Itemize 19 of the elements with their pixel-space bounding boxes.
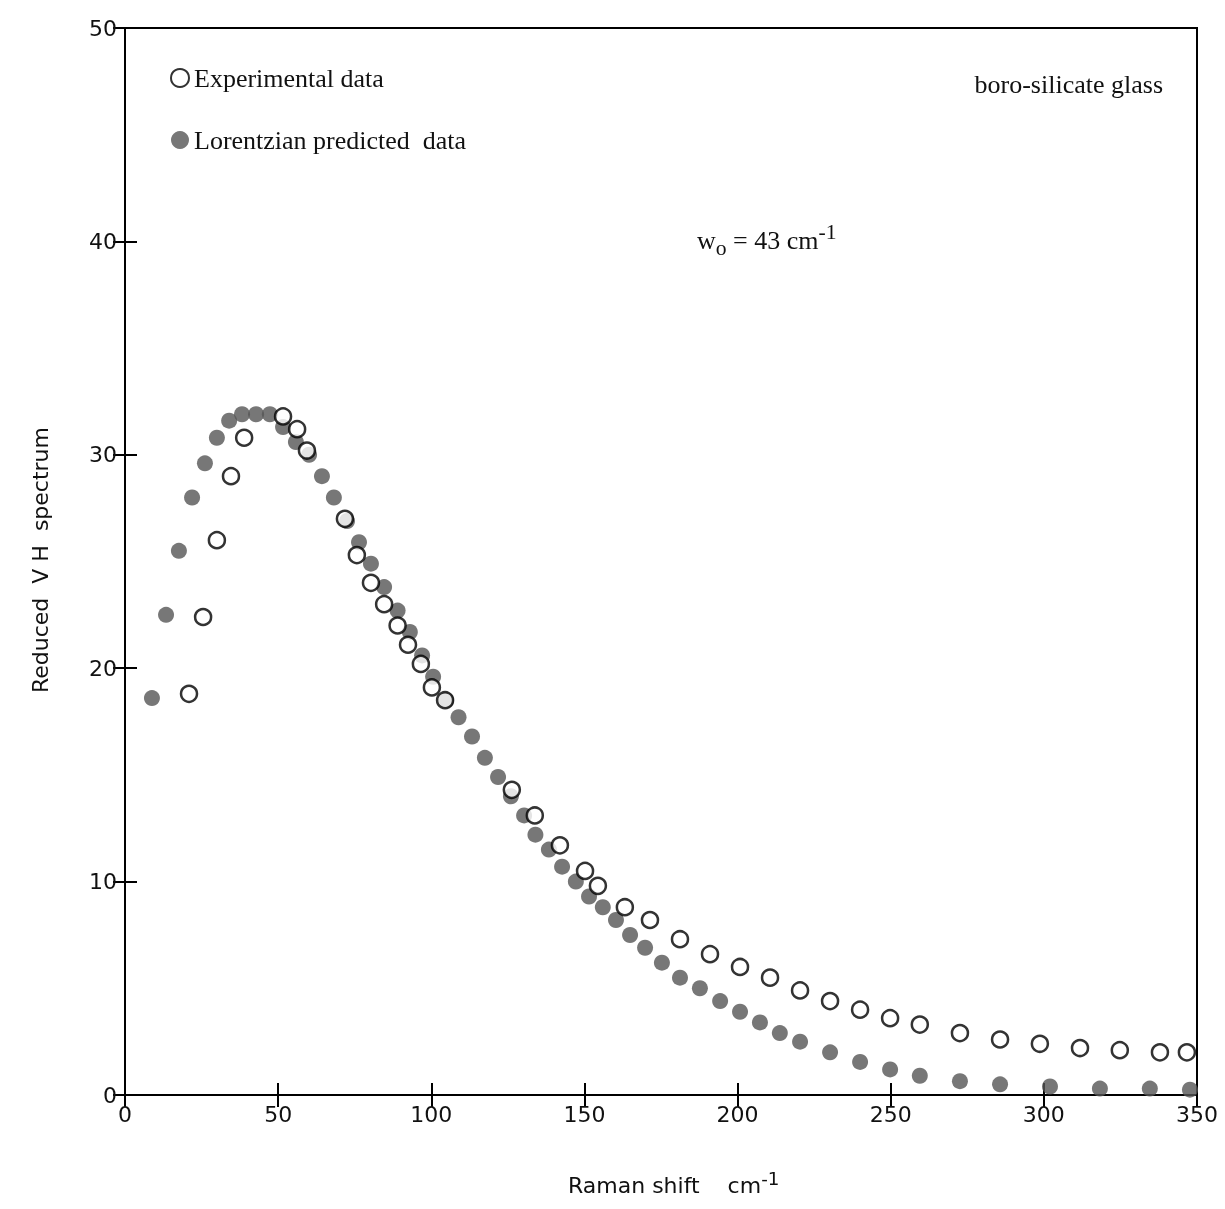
x-tick-label: 100 [410, 1101, 453, 1127]
legend-label: Experimental data [194, 63, 385, 93]
legend-label: Lorentzian predicted data [194, 125, 467, 155]
y-tick-label: 30 [89, 442, 117, 468]
annotation: w$_{o}$ = 43 cm$^{-1}$ [697, 220, 837, 261]
x-tick-label: 350 [1176, 1101, 1218, 1127]
x-tick-label: 300 [1022, 1101, 1065, 1127]
x-axis-title: Raman shift cm$^{-1}$ [568, 1168, 780, 1199]
y-tick-label: 0 [103, 1082, 117, 1108]
x-tick-label: 50 [264, 1101, 293, 1127]
y-axis-title: Reduced V H spectrum [27, 427, 53, 693]
y-tick-label: 10 [89, 869, 117, 895]
y-tick-label: 20 [89, 655, 117, 681]
annotation: boro-silicate glass [974, 70, 1163, 100]
x-tick-label: 150 [563, 1101, 606, 1127]
y-tick-label: 40 [89, 228, 117, 254]
y-tick-label: 50 [89, 15, 117, 41]
x-tick-label: 200 [716, 1101, 759, 1127]
x-tick-label: 250 [869, 1101, 912, 1127]
